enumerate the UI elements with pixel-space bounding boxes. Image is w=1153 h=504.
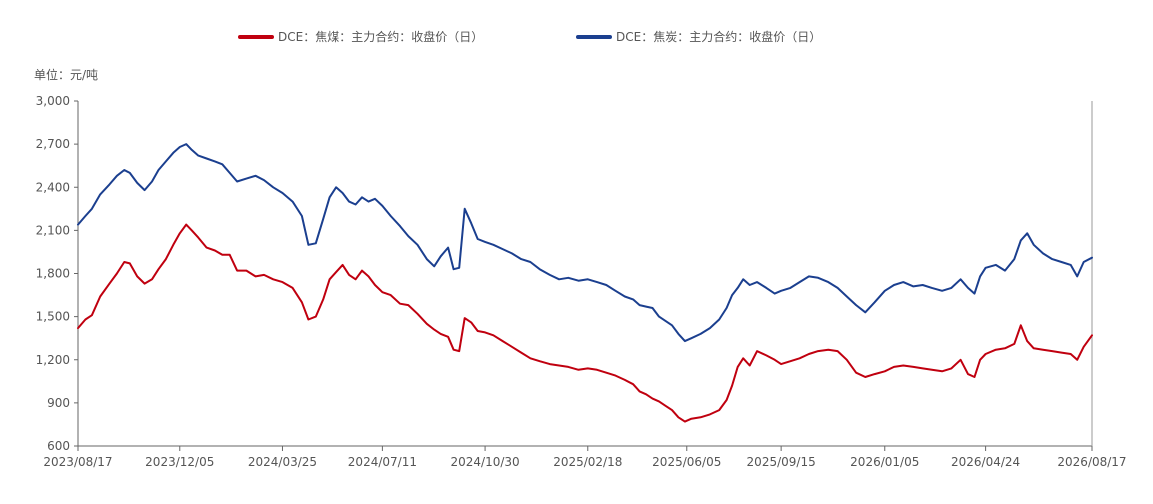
series-layer — [77, 143, 1093, 423]
legend-label-coke: DCE：焦炭：主力合约：收盘价（日） — [616, 29, 821, 44]
y-axis-ticks: 3,000 2,700 2,400 2,100 1,800 1,500 1,200 900 60… — [36, 94, 78, 453]
y-tick-label: 2,700 — [36, 137, 70, 151]
series-line-coke — [77, 143, 1093, 343]
x-tick-label: 2025/06/05 — [652, 455, 721, 469]
y-tick-label: 900 — [47, 396, 70, 410]
y-tick-label: 2,400 — [36, 180, 70, 194]
x-tick-label: 2026/04/24 — [951, 455, 1020, 469]
x-tick-label: 2025/02/18 — [553, 455, 622, 469]
y-tick-label: 3,000 — [36, 94, 70, 108]
y-tick-label: 2,100 — [36, 223, 70, 237]
x-tick-label: 2026/08/17 — [1057, 455, 1126, 469]
x-axis-ticks: 2023/08/17 2023/12/05 2024/03/25 2024/07/11… — [43, 446, 1127, 469]
x-tick-label: 2024/03/25 — [248, 455, 317, 469]
x-tick-label: 2024/10/30 — [450, 455, 519, 469]
x-tick-label: 2023/12/05 — [145, 455, 214, 469]
legend-item-coke[interactable]: DCE：焦炭：主力合约：收盘价（日） — [576, 29, 821, 44]
legend-label-coking-coal: DCE：焦煤：主力合约：收盘价（日） — [278, 29, 483, 44]
series-line-coking-coal — [77, 223, 1093, 423]
axes — [77, 101, 1093, 447]
unit-label: 单位：元/吨 — [34, 67, 98, 82]
y-tick-label: 600 — [47, 439, 70, 453]
y-tick-label: 1,200 — [36, 353, 70, 367]
x-tick-label: 2025/09/15 — [747, 455, 816, 469]
x-tick-label: 2026/01/05 — [850, 455, 919, 469]
legend-item-coking-coal[interactable]: DCE：焦煤：主力合约：收盘价（日） — [238, 29, 483, 44]
y-tick-label: 1,500 — [36, 310, 70, 324]
x-tick-label: 2024/07/11 — [348, 455, 417, 469]
y-tick-label: 1,800 — [36, 267, 70, 281]
x-tick-label: 2023/08/17 — [43, 455, 112, 469]
legend: DCE：焦煤：主力合约：收盘价（日） DCE：焦炭：主力合约：收盘价（日） — [238, 29, 821, 44]
